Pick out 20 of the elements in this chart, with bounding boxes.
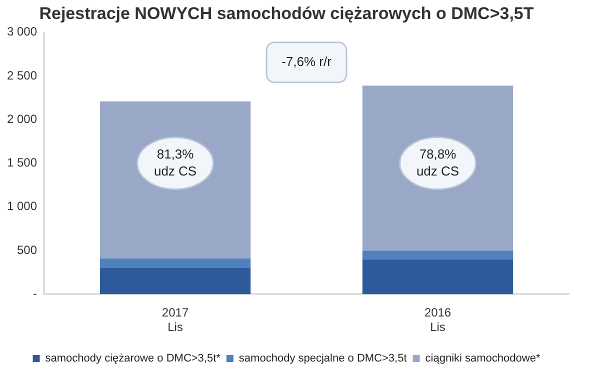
legend-label: ciągniki samochodowe* <box>425 352 541 365</box>
y-tick-label: 1 500 <box>7 156 38 170</box>
chart-title: Rejestracje NOWYCH samochodów ciężarowych o DMC>3,5T <box>39 4 534 23</box>
annotation: 81,3% udz CS <box>154 146 197 178</box>
y-tick-label: 3 000 <box>7 24 38 39</box>
annotation: -7,6% r/r <box>282 54 332 69</box>
bar <box>362 250 514 260</box>
y-tick-label: - <box>33 286 38 301</box>
bar <box>100 258 251 268</box>
legend-label: samochody specjalne o DMC>3,5t <box>238 352 407 365</box>
y-tick-label: 500 <box>17 242 38 257</box>
y-tick-label: 1 000 <box>7 199 38 214</box>
bar <box>100 268 251 294</box>
bar <box>362 259 514 294</box>
legend-label: samochody ciężarowe o DMC>3,5t* <box>45 352 222 365</box>
annotation: 78,8% udz CS <box>416 146 460 178</box>
y-tick-label: 2 000 <box>7 112 38 126</box>
x-tick-label: 2016 Lis <box>424 306 452 334</box>
y-tick-label: 2 500 <box>7 68 38 82</box>
x-tick-label: 2017 Lis <box>162 306 189 334</box>
